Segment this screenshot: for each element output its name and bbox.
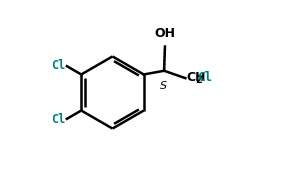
- Text: Cl: Cl: [51, 59, 65, 72]
- Text: Cl: Cl: [51, 113, 65, 126]
- Text: OH: OH: [155, 27, 176, 40]
- Text: S: S: [160, 81, 167, 91]
- Text: 2: 2: [195, 75, 202, 85]
- Text: CH: CH: [186, 71, 206, 84]
- Text: Cl: Cl: [197, 71, 212, 84]
